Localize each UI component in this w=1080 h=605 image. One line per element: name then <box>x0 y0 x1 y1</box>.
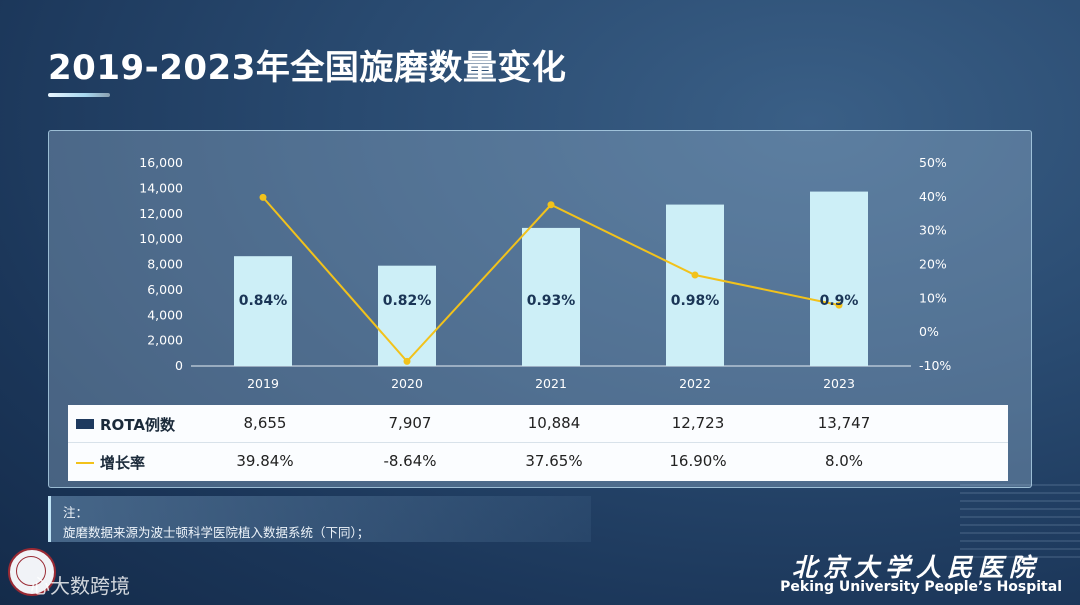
note-text: 旋磨数据来源为波士顿科学医院植入数据系统（下同）； <box>63 525 370 540</box>
line-point <box>835 301 843 309</box>
y-left-tick-label: 0 <box>175 358 183 373</box>
table-cell: 8.0% <box>824 452 864 470</box>
y-left-tick-label: 6,000 <box>147 282 183 297</box>
bar-data-label: 0.98% <box>671 293 720 309</box>
x-tick-label: 2022 <box>679 376 711 391</box>
table-cell: 16.90% <box>669 452 727 470</box>
watermark: 心大数跨境 <box>30 574 130 598</box>
y-right-tick-label: 50% <box>919 155 947 170</box>
row-label: 增长率 <box>100 454 146 472</box>
bar-data-label: 0.84% <box>239 293 288 309</box>
table-cell: 10,884 <box>527 414 581 432</box>
bar <box>234 256 292 366</box>
y-left-tick-label: 14,000 <box>139 180 183 195</box>
hospital-name-cn: 北京大学人民医院 <box>791 553 1040 582</box>
university-seal-logo <box>8 548 56 596</box>
x-tick-label: 2023 <box>823 376 855 391</box>
y-right-tick-label: 0% <box>919 324 939 339</box>
y-left-tick-label: 16,000 <box>139 155 183 170</box>
y-right-tick-label: -10% <box>919 358 951 373</box>
page-title: 2019-2023年全国旋磨数量变化 <box>48 48 567 88</box>
x-tick-label: 2020 <box>391 376 423 391</box>
combo-chart: 0 2,000 4,000 6,000 8,000 10,000 12,000 14,000 1… <box>139 155 951 391</box>
y-right-tick-label: 30% <box>919 223 947 238</box>
bar <box>810 191 868 366</box>
line-point <box>547 201 555 209</box>
data-table: ROTA例数 8,655 7,907 10,884 12,723 13,747 … <box>68 405 1008 481</box>
bar <box>522 227 580 366</box>
bar-data-label: 0.82% <box>383 293 432 309</box>
y-left-tick-label: 10,000 <box>139 231 183 246</box>
line-point <box>259 193 267 201</box>
table-cell: 12,723 <box>671 414 725 432</box>
row-label: ROTA例数 <box>100 416 175 434</box>
bar-data-label: 0.93% <box>527 293 576 309</box>
hospital-name-en: Peking University People’s Hospital <box>780 579 1062 595</box>
line-legend-swatch <box>76 462 94 464</box>
table-cell: 37.65% <box>525 452 583 470</box>
y-right-tick-label: 10% <box>919 290 947 305</box>
table-row: ROTA例数 8,655 7,907 10,884 12,723 13,747 <box>68 405 1008 443</box>
table-cell: -8.64% <box>383 452 437 470</box>
y-left-tick-label: 2,000 <box>147 333 183 348</box>
note-title: 注： <box>63 505 89 520</box>
y-left-tick-label: 12,000 <box>139 206 183 221</box>
table-cell: 13,747 <box>817 414 871 432</box>
bar <box>378 265 436 366</box>
y-right-tick-label: 20% <box>919 257 947 272</box>
line-point <box>691 271 699 279</box>
bar-legend-swatch <box>76 419 94 429</box>
y-left-tick-label: 4,000 <box>147 307 183 322</box>
table-cell: 39.84% <box>236 452 294 470</box>
seal-inner-ring <box>16 556 46 586</box>
line-point <box>403 357 411 365</box>
source-note: 注： 旋磨数据来源为波士顿科学医院植入数据系统（下同）； <box>48 496 591 542</box>
building-graphic <box>960 478 1080 558</box>
title-underline <box>48 93 110 97</box>
table-cell: 8,655 <box>243 414 287 432</box>
y-right-tick-label: 40% <box>919 189 947 204</box>
bar-data-label: 0.9% <box>820 293 859 309</box>
x-tick-label: 2019 <box>247 376 279 391</box>
x-tick-label: 2021 <box>535 376 567 391</box>
table-row: 增长率 39.84% -8.64% 37.65% 16.90% 8.0% <box>68 443 1008 480</box>
y-left-tick-label: 8,000 <box>147 257 183 272</box>
table-cell: 7,907 <box>388 414 432 432</box>
bar <box>666 204 724 366</box>
